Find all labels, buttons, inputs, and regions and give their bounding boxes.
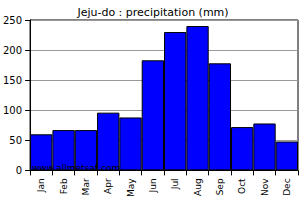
svg-text:Nov: Nov [260,178,270,196]
svg-text:Aug: Aug [193,178,203,196]
svg-text:Jun: Jun [148,178,158,193]
svg-text:Feb: Feb [59,178,69,194]
svg-text:Oct: Oct [237,178,247,194]
svg-text:Jan: Jan [36,178,46,193]
svg-text:Jul: Jul [170,178,180,190]
svg-text:Dec: Dec [282,178,292,195]
svg-text:Sep: Sep [215,178,225,195]
svg-text:0: 0 [16,165,22,176]
svg-text:100: 100 [3,105,22,116]
svg-text:50: 50 [9,135,22,146]
svg-text:250: 250 [3,15,22,26]
svg-text:Apr: Apr [103,178,113,194]
svg-text:150: 150 [3,75,22,86]
svg-text:Mar: Mar [81,178,91,195]
svg-text:www.allmetsat.com: www.allmetsat.com [32,163,120,173]
svg-text:200: 200 [3,45,22,56]
svg-text:May: May [126,178,136,197]
svg-text:Jeju-do : precipitation (mm): Jeju-do : precipitation (mm) [76,6,228,19]
